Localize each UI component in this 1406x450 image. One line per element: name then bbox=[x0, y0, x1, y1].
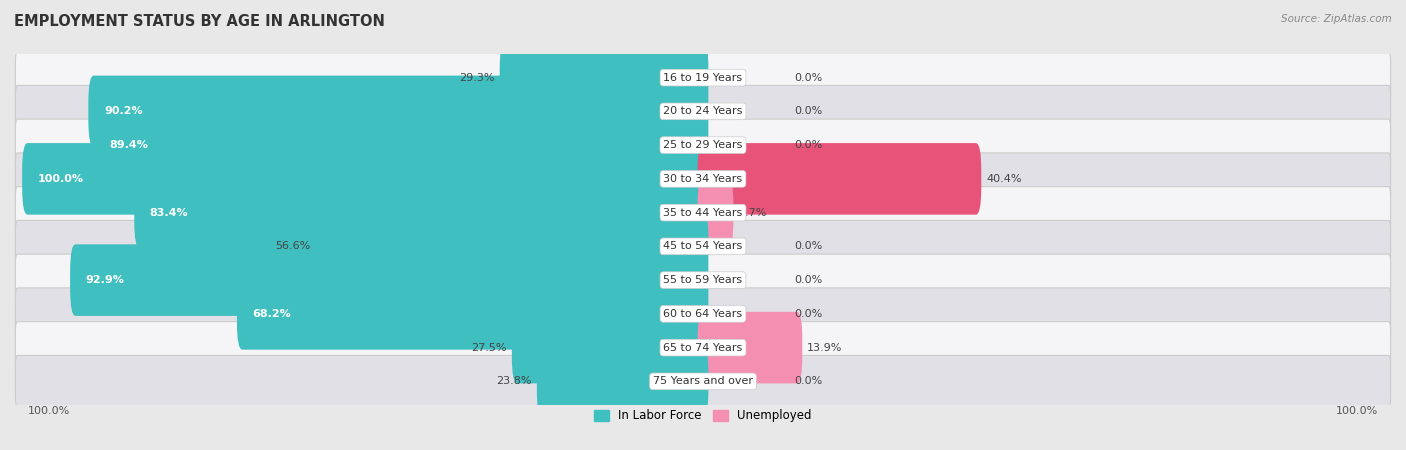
FancyBboxPatch shape bbox=[15, 254, 1391, 306]
FancyBboxPatch shape bbox=[15, 288, 1391, 340]
FancyBboxPatch shape bbox=[15, 322, 1391, 374]
Text: 60 to 64 Years: 60 to 64 Years bbox=[664, 309, 742, 319]
FancyBboxPatch shape bbox=[15, 86, 1391, 137]
Text: 40.4%: 40.4% bbox=[986, 174, 1022, 184]
FancyBboxPatch shape bbox=[135, 177, 709, 248]
FancyBboxPatch shape bbox=[15, 153, 1391, 205]
Text: 13.9%: 13.9% bbox=[807, 342, 842, 353]
Text: 25 to 29 Years: 25 to 29 Years bbox=[664, 140, 742, 150]
Text: 23.8%: 23.8% bbox=[496, 376, 531, 387]
Text: 29.3%: 29.3% bbox=[460, 72, 495, 83]
FancyBboxPatch shape bbox=[697, 177, 734, 248]
Text: 27.5%: 27.5% bbox=[471, 342, 508, 353]
Text: 75 Years and over: 75 Years and over bbox=[652, 376, 754, 387]
FancyBboxPatch shape bbox=[512, 312, 709, 383]
FancyBboxPatch shape bbox=[499, 42, 709, 113]
Text: 100.0%: 100.0% bbox=[1336, 406, 1378, 416]
Text: 83.4%: 83.4% bbox=[150, 207, 188, 218]
Text: 0.0%: 0.0% bbox=[794, 309, 823, 319]
FancyBboxPatch shape bbox=[15, 187, 1391, 239]
Text: 92.9%: 92.9% bbox=[86, 275, 125, 285]
FancyBboxPatch shape bbox=[15, 356, 1391, 407]
Text: 0.0%: 0.0% bbox=[794, 275, 823, 285]
Text: 56.6%: 56.6% bbox=[276, 241, 311, 252]
FancyBboxPatch shape bbox=[70, 244, 709, 316]
FancyBboxPatch shape bbox=[89, 76, 709, 147]
FancyBboxPatch shape bbox=[537, 346, 709, 417]
FancyBboxPatch shape bbox=[15, 220, 1391, 272]
Text: 100.0%: 100.0% bbox=[28, 406, 70, 416]
Text: 3.7%: 3.7% bbox=[738, 207, 766, 218]
FancyBboxPatch shape bbox=[697, 143, 981, 215]
Text: 90.2%: 90.2% bbox=[104, 106, 142, 117]
Text: 45 to 54 Years: 45 to 54 Years bbox=[664, 241, 742, 252]
FancyBboxPatch shape bbox=[315, 211, 709, 282]
Legend: In Labor Force, Unemployed: In Labor Force, Unemployed bbox=[589, 405, 817, 427]
Text: 0.0%: 0.0% bbox=[794, 376, 823, 387]
Text: Source: ZipAtlas.com: Source: ZipAtlas.com bbox=[1281, 14, 1392, 23]
Text: 68.2%: 68.2% bbox=[253, 309, 291, 319]
FancyBboxPatch shape bbox=[22, 143, 709, 215]
Text: 30 to 34 Years: 30 to 34 Years bbox=[664, 174, 742, 184]
Text: 20 to 24 Years: 20 to 24 Years bbox=[664, 106, 742, 117]
FancyBboxPatch shape bbox=[238, 278, 709, 350]
Text: 0.0%: 0.0% bbox=[794, 241, 823, 252]
Text: EMPLOYMENT STATUS BY AGE IN ARLINGTON: EMPLOYMENT STATUS BY AGE IN ARLINGTON bbox=[14, 14, 385, 28]
Text: 0.0%: 0.0% bbox=[794, 72, 823, 83]
Text: 0.0%: 0.0% bbox=[794, 106, 823, 117]
FancyBboxPatch shape bbox=[15, 52, 1391, 104]
FancyBboxPatch shape bbox=[94, 109, 709, 181]
Text: 0.0%: 0.0% bbox=[794, 140, 823, 150]
Text: 65 to 74 Years: 65 to 74 Years bbox=[664, 342, 742, 353]
Text: 100.0%: 100.0% bbox=[38, 174, 84, 184]
Text: 16 to 19 Years: 16 to 19 Years bbox=[664, 72, 742, 83]
Text: 89.4%: 89.4% bbox=[110, 140, 148, 150]
FancyBboxPatch shape bbox=[697, 312, 803, 383]
Text: 55 to 59 Years: 55 to 59 Years bbox=[664, 275, 742, 285]
Text: 35 to 44 Years: 35 to 44 Years bbox=[664, 207, 742, 218]
FancyBboxPatch shape bbox=[15, 119, 1391, 171]
